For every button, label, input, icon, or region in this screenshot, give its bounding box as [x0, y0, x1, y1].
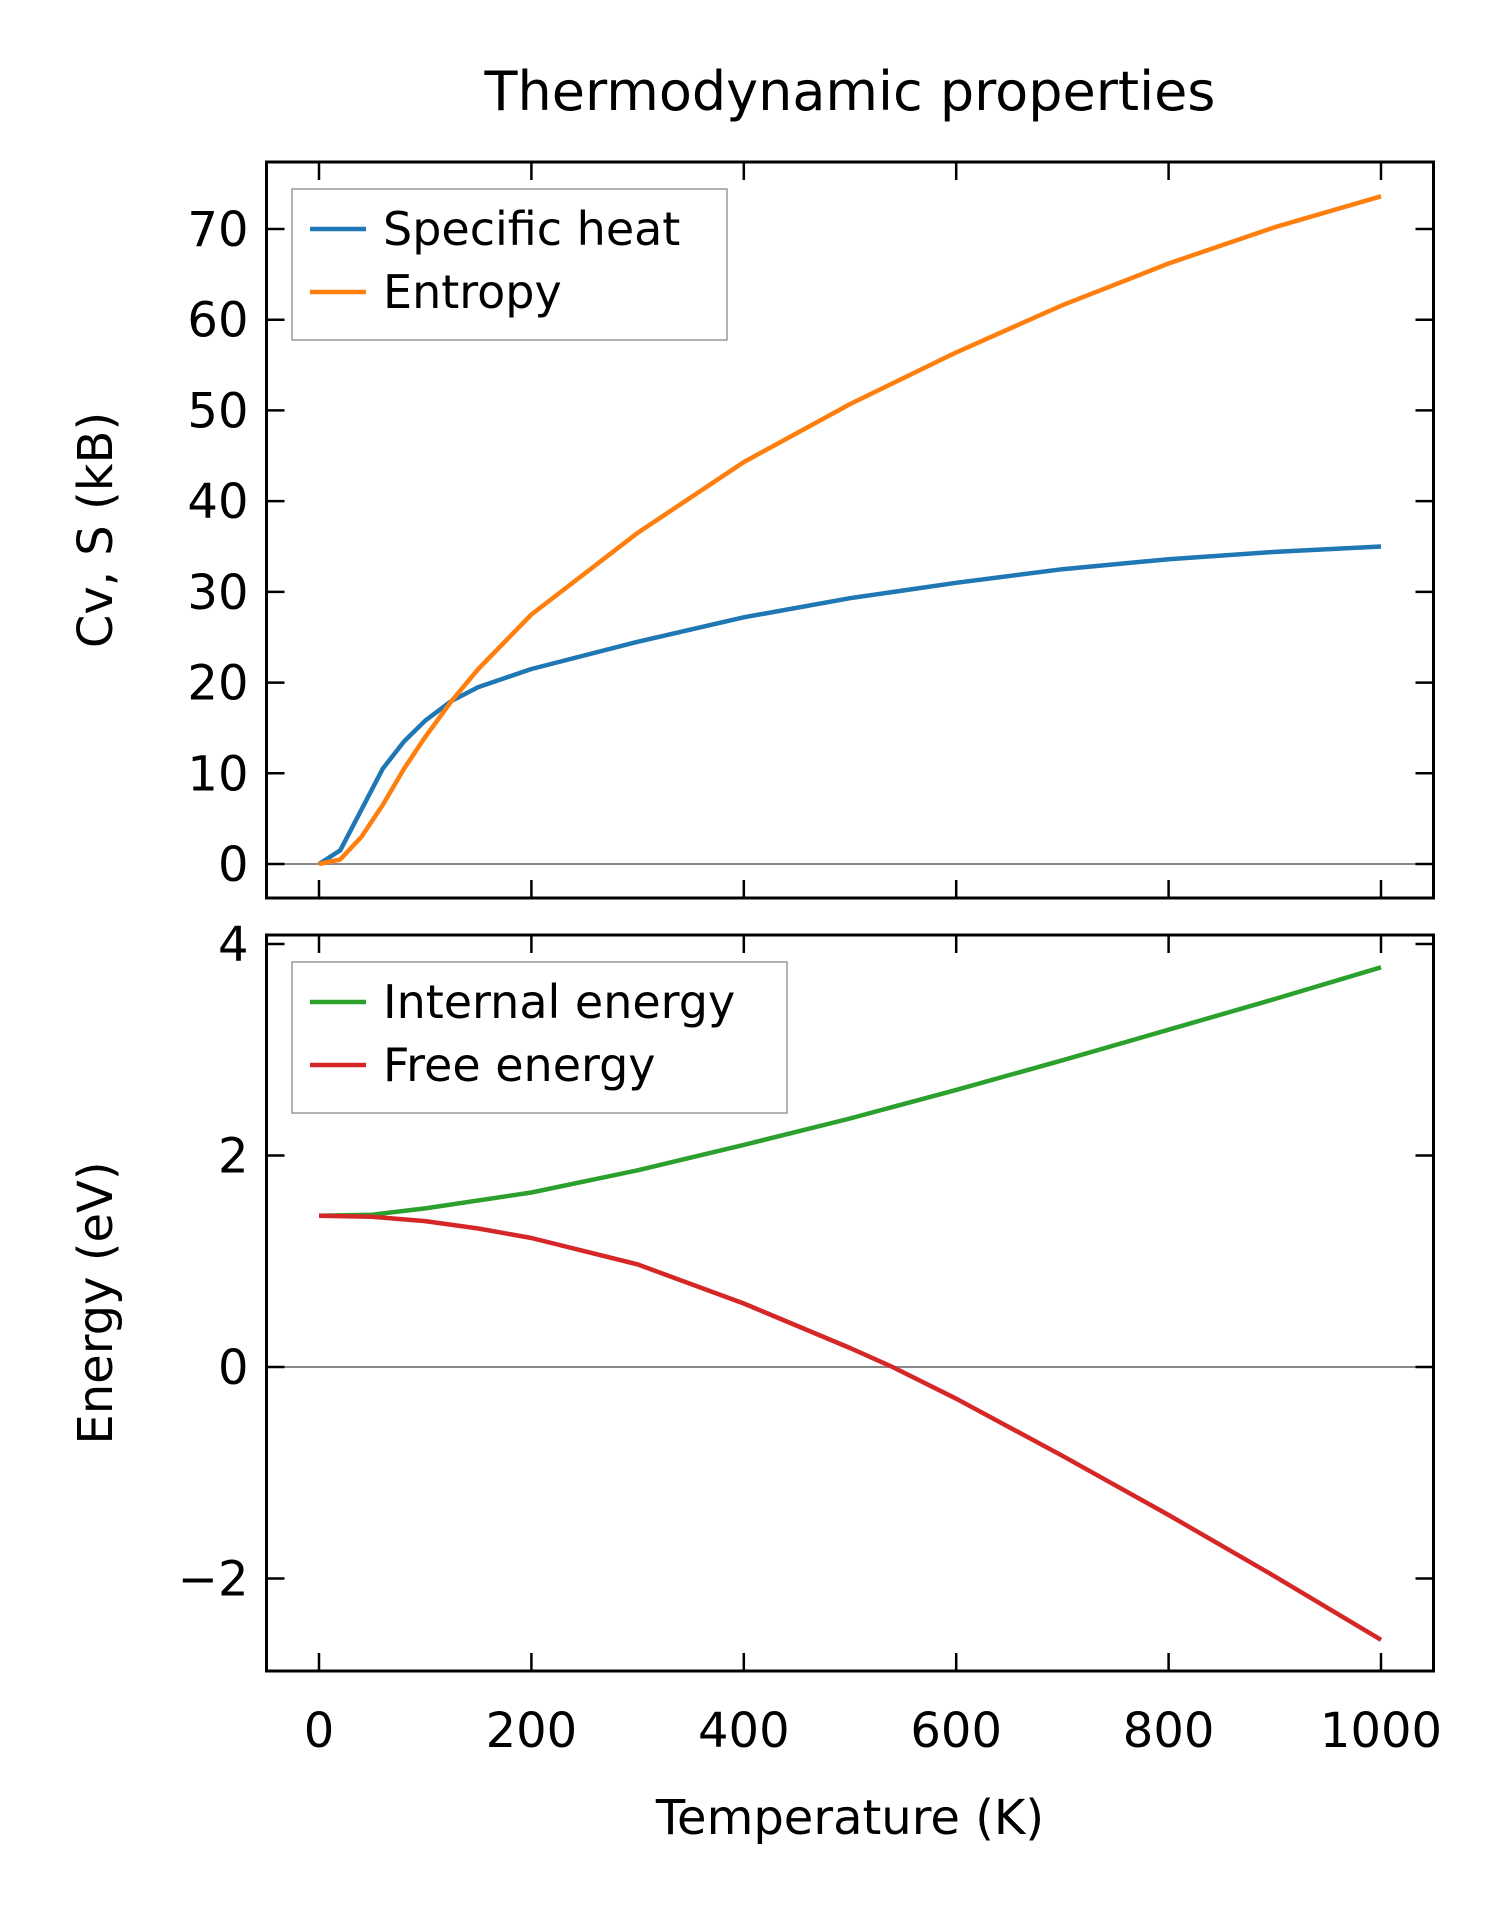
- legend: Specific heat Entropy: [291, 188, 728, 341]
- y-tick-label: 50: [187, 383, 248, 439]
- y-tick-label: 2: [218, 1129, 249, 1185]
- x-tick-label: 200: [486, 1703, 578, 1759]
- legend-label: Free energy: [383, 1038, 656, 1092]
- axes-frame: [265, 933, 1435, 1673]
- x-tick-label: 800: [1123, 1703, 1215, 1759]
- legend-label: Internal energy: [383, 975, 735, 1029]
- axes-frame: [265, 160, 1435, 900]
- bottom-y-axis-label: Energy (eV): [68, 1161, 124, 1444]
- x-tick-label: 1000: [1320, 1703, 1442, 1759]
- y-tick-label: 40: [187, 474, 248, 530]
- series-line-internal-energy: [318, 965, 1382, 1219]
- y-tick-label: 70: [187, 202, 248, 258]
- legend-box: [291, 188, 728, 341]
- series-line-free-energy: [318, 1213, 1383, 1642]
- bottom-panel: 0 200 400 600 800 1000 −2 0 2 4 Internal energy Fre…: [178, 917, 1442, 1759]
- x-tick-label: 400: [698, 1703, 790, 1759]
- x-tick-label: 0: [304, 1703, 335, 1759]
- top-y-axis-label: Cv, S (kB): [68, 412, 124, 648]
- series-line-entropy: [318, 194, 1382, 867]
- top-panel: 0 10 20 30 40 50 60 70 Specific heat Entropy: [187, 160, 1435, 900]
- y-tick-label: 10: [187, 746, 248, 802]
- y-tick-label: 20: [187, 656, 248, 712]
- y-tick-label: 30: [187, 565, 248, 621]
- legend: Internal energy Free energy: [291, 961, 788, 1114]
- legend-label: Entropy: [383, 265, 562, 319]
- y-tick-label: 4: [218, 917, 249, 973]
- x-tick-label: 600: [910, 1703, 1002, 1759]
- series-line-specific-heat: [317, 544, 1382, 866]
- y-tick-label: 60: [187, 293, 248, 349]
- legend-box: [291, 961, 788, 1114]
- y-tick-label: −2: [178, 1552, 249, 1608]
- x-axis-label: Temperature (K): [655, 1790, 1044, 1846]
- y-tick-label: 0: [218, 1340, 249, 1396]
- chart-title: Thermodynamic properties: [484, 60, 1216, 123]
- y-tick-label: 0: [218, 837, 249, 893]
- legend-label: Specific heat: [383, 202, 680, 256]
